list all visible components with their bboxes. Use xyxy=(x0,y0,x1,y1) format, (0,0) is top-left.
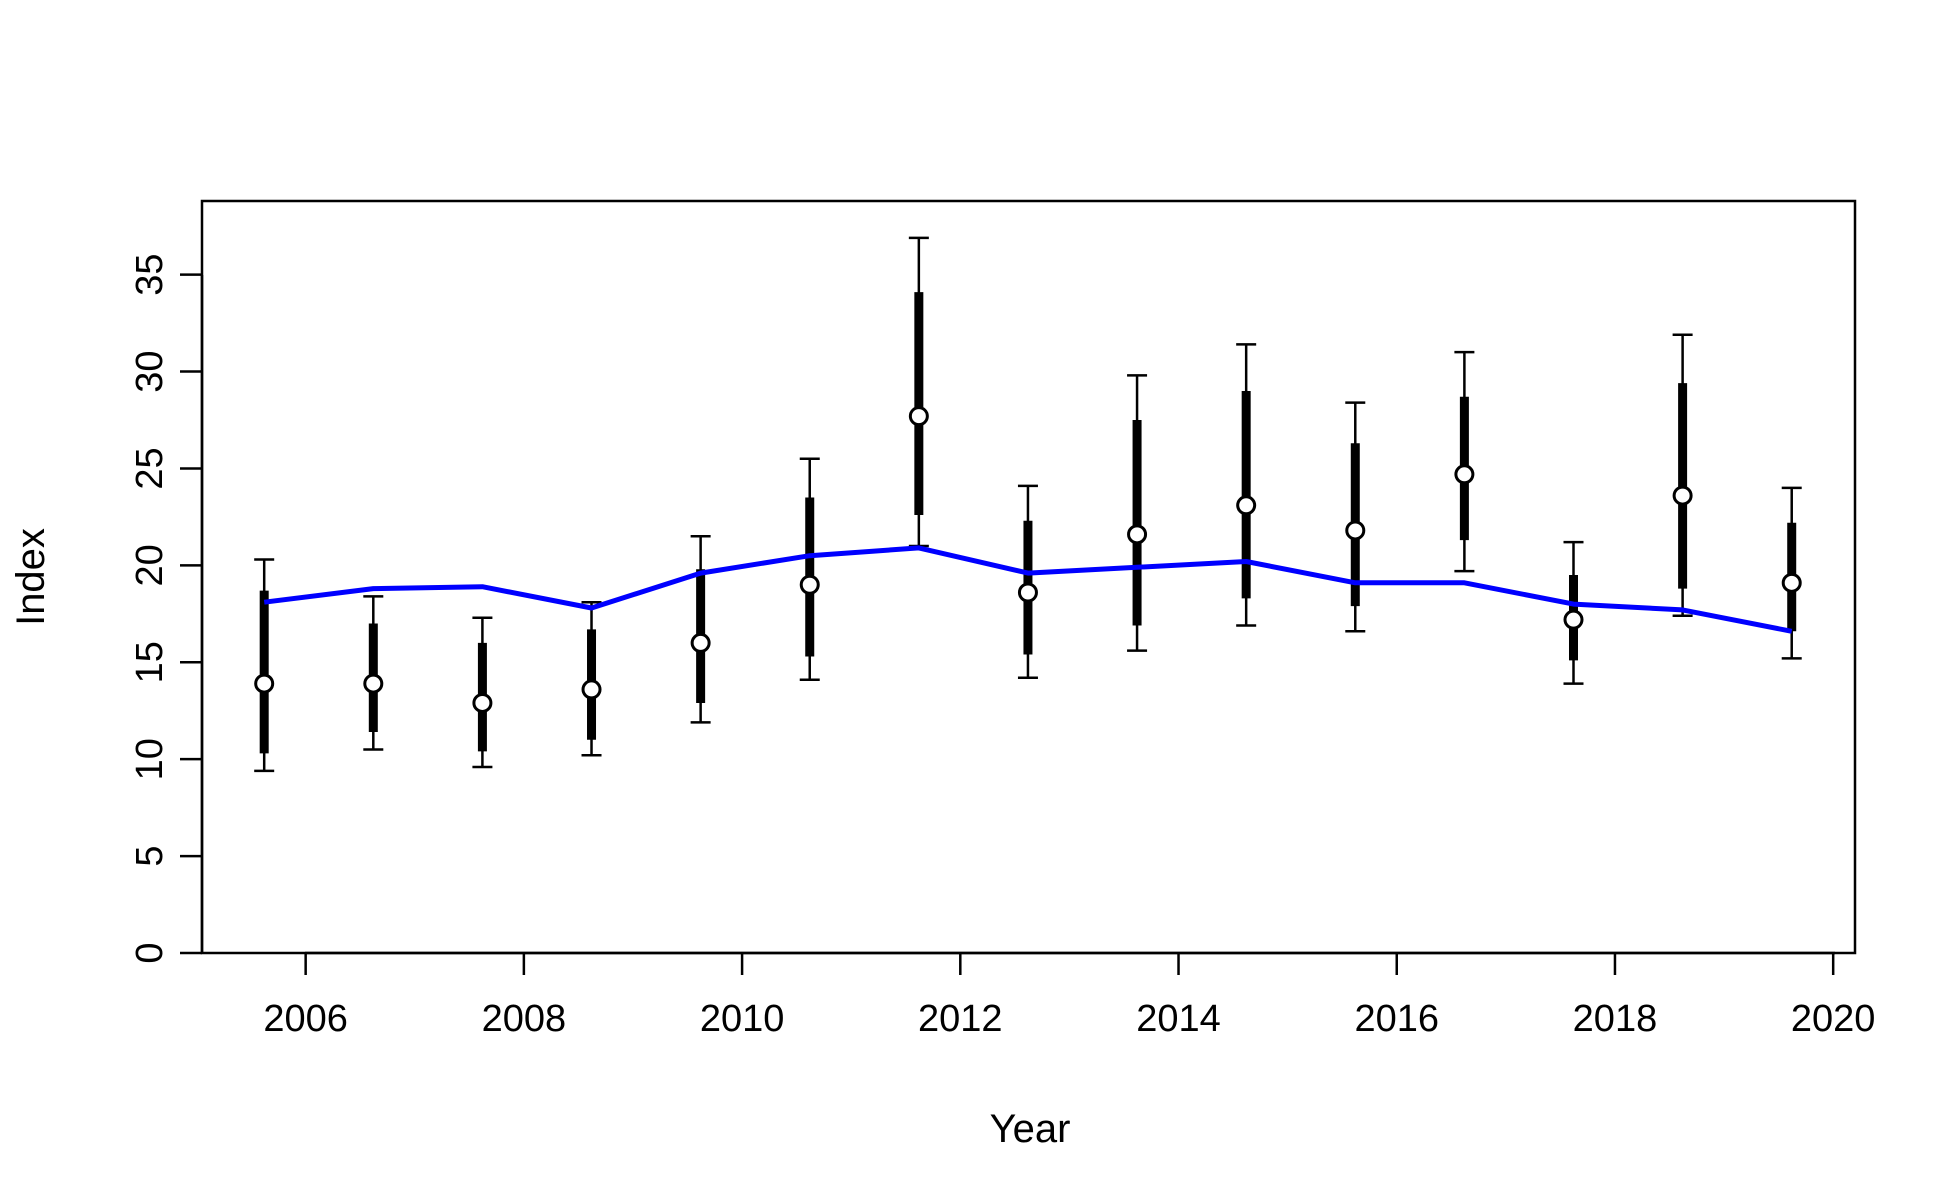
fitted-line xyxy=(263,545,1793,634)
observed-point xyxy=(799,574,820,595)
observed-point xyxy=(1781,572,1802,593)
observed-point xyxy=(690,632,711,653)
observed-point xyxy=(1345,520,1366,541)
observed-point xyxy=(1454,464,1475,485)
y-axis-title: Index xyxy=(9,528,53,626)
observed-point xyxy=(1127,524,1148,545)
observed-point xyxy=(254,673,275,694)
x-tick-label: 2018 xyxy=(1573,998,1658,1040)
x-axis-title: Year xyxy=(990,1107,1071,1151)
y-tick-label: 20 xyxy=(129,544,171,586)
x-tick-label: 2020 xyxy=(1791,998,1876,1040)
y-tick-label: 5 xyxy=(129,846,171,867)
observed-point xyxy=(908,406,929,427)
y-tick-label: 30 xyxy=(129,350,171,392)
observed-point xyxy=(1017,582,1038,603)
observed-point xyxy=(472,692,493,713)
inner-interval-bars xyxy=(259,292,1797,754)
y-axis-ticks: 0 5 10 15 20 25 30 35 xyxy=(129,254,202,964)
x-tick-label: 2006 xyxy=(263,998,348,1040)
y-tick-label: 35 xyxy=(129,254,171,296)
x-tick-label: 2008 xyxy=(482,998,567,1040)
x-tick-label: 2016 xyxy=(1354,998,1439,1040)
y-tick-label: 15 xyxy=(129,641,171,683)
x-tick-label: 2010 xyxy=(700,998,785,1040)
observed-point xyxy=(581,679,602,700)
observed-point xyxy=(1672,485,1693,506)
y-tick-label: 10 xyxy=(129,738,171,780)
x-axis-ticks: 2006 2008 2010 2012 2014 2016 2018 2020 xyxy=(263,953,1875,1040)
y-tick-label: 0 xyxy=(129,942,171,963)
observed-point xyxy=(1563,609,1584,630)
x-tick-label: 2012 xyxy=(918,998,1003,1040)
y-tick-label: 25 xyxy=(129,447,171,489)
x-tick-label: 2014 xyxy=(1136,998,1221,1040)
observed-point xyxy=(363,673,384,694)
observed-point xyxy=(1236,495,1257,516)
observed-points xyxy=(254,406,1802,713)
fitted-line-layer xyxy=(263,545,1793,634)
